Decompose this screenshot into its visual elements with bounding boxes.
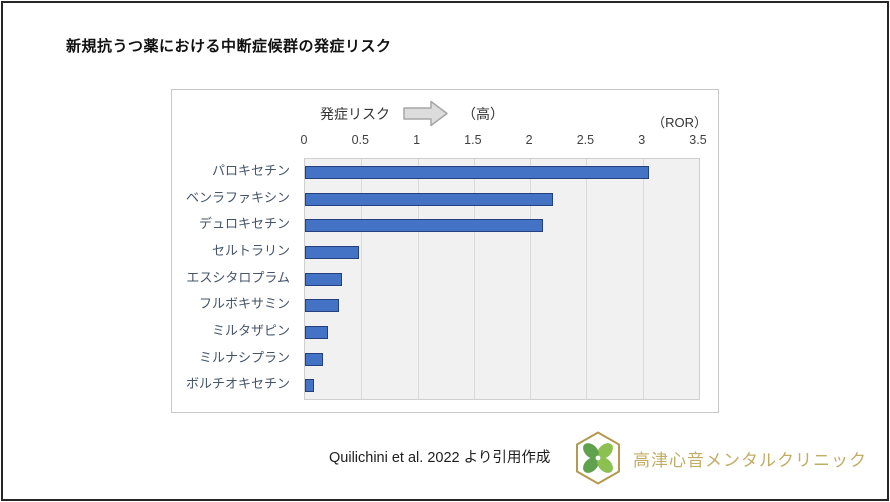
category-label: フルボキサミン (198, 296, 290, 312)
chart-container: 発症リスク （高） （ROR） 0 0.5 1 1.5 2 2.5 3 3.5 パロキセチンベ… (171, 89, 719, 413)
gridline (642, 159, 644, 399)
gridline (417, 159, 419, 399)
axis-unit-label: （ROR） (652, 115, 707, 130)
category-label: ベンラファキシン (185, 189, 290, 205)
page-title: 新規抗うつ薬における中断症候群の発症リスク (66, 38, 392, 55)
high-label: （高） (462, 105, 504, 122)
chart-header: 発症リスク （高） (320, 100, 504, 127)
clinic-logo-clover-hexagon-icon (573, 431, 623, 485)
bar (305, 352, 323, 366)
x-axis-ticks: 0 0.5 1 1.5 2 2.5 3 3.5 (300, 133, 707, 149)
x-tick-label: 0 (300, 133, 308, 147)
gridline (530, 159, 532, 399)
bar (305, 379, 314, 393)
category-label: ミルタザピン (211, 323, 290, 338)
bar (305, 325, 328, 339)
bar (305, 165, 650, 179)
plot-area (304, 158, 700, 400)
gridline (361, 159, 363, 399)
category-label: セルトラリン (211, 243, 290, 258)
right-arrow-icon (403, 100, 449, 127)
bar (305, 245, 360, 259)
category-label: デュロキセチン (198, 216, 290, 232)
bar (305, 299, 339, 313)
bar (305, 192, 553, 206)
x-tick-label: 1 (413, 133, 421, 147)
risk-label: 発症リスク (320, 105, 390, 122)
category-label: ボルチオキセチン (185, 376, 290, 392)
category-labels: パロキセチンベンラファキシンデュロキセチンセルトラリンエスシタロプラムフルボキサ… (172, 158, 297, 398)
category-label: ミルナシプラン (198, 349, 290, 365)
x-tick-label: 3.5 (689, 133, 707, 147)
gridline (473, 159, 475, 399)
clinic-name: 高津心音メンタルクリニック (633, 451, 867, 470)
citation-text: Quilichini et al. 2022 より引用作成 (329, 450, 551, 466)
x-tick-label: 2 (525, 133, 533, 147)
gridline (586, 159, 588, 399)
bar (305, 219, 543, 233)
x-tick-label: 1.5 (464, 133, 482, 147)
x-tick-label: 0.5 (351, 133, 369, 147)
bar (305, 272, 343, 286)
category-label: エスシタロプラム (186, 269, 290, 285)
category-label: パロキセチン (211, 163, 290, 178)
x-tick-label: 2.5 (576, 133, 595, 147)
x-tick-label: 3 (638, 133, 646, 147)
